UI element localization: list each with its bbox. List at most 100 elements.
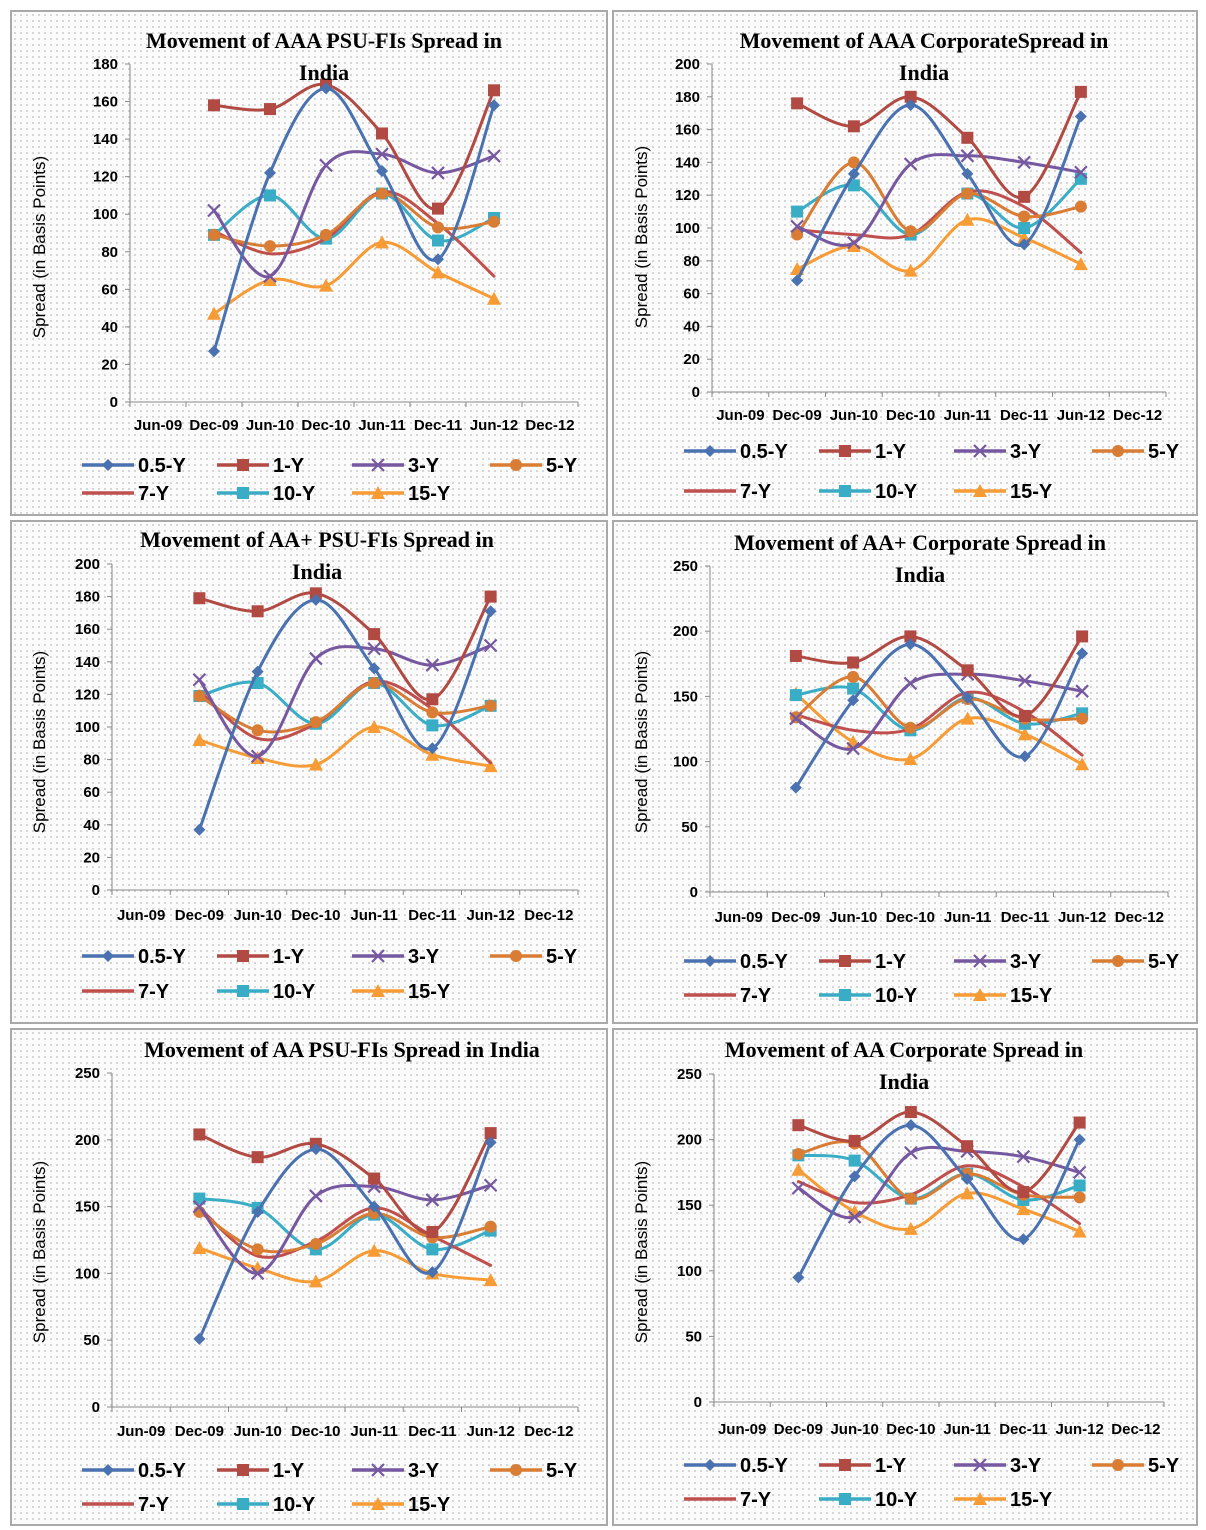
legend-item: 10-Y bbox=[217, 483, 316, 505]
data-point-marker bbox=[192, 672, 207, 687]
data-point-marker bbox=[846, 741, 860, 756]
x-tick-label: Jun-11 bbox=[358, 417, 406, 434]
data-point-marker bbox=[1018, 190, 1031, 203]
legend-marker bbox=[973, 954, 987, 968]
y-tick-label: 0 bbox=[92, 1399, 100, 1416]
x-tick-label: Dec-10 bbox=[886, 909, 935, 926]
data-point-marker bbox=[1076, 712, 1089, 725]
legend-item: 5-Y bbox=[1092, 951, 1180, 973]
legend-label: 7-Y bbox=[740, 985, 772, 1007]
legend-label: 5-Y bbox=[1148, 951, 1180, 973]
legend-label: 7-Y bbox=[138, 981, 170, 1003]
x-tick-label: Dec-10 bbox=[886, 407, 935, 424]
y-tick-label: 180 bbox=[675, 89, 700, 106]
data-point-marker bbox=[1018, 238, 1031, 251]
legend-marker bbox=[1112, 445, 1124, 457]
data-point-marker bbox=[367, 720, 382, 733]
x-tick-label: Jun-09 bbox=[117, 1423, 165, 1440]
data-point-marker bbox=[1018, 709, 1031, 722]
x-tick-label: Dec-11 bbox=[1000, 407, 1048, 424]
series-group bbox=[791, 1106, 1087, 1284]
data-point-marker bbox=[1073, 1116, 1086, 1129]
legend-item: 1-Y bbox=[217, 946, 305, 968]
legend-marker bbox=[839, 1493, 851, 1505]
data-point-marker bbox=[1072, 1224, 1087, 1238]
y-tick-label: 50 bbox=[685, 1328, 702, 1345]
legend-marker bbox=[973, 484, 987, 497]
x-tick-label: Jun-11 bbox=[350, 907, 398, 924]
data-point-marker bbox=[847, 179, 860, 192]
x-tick-label: Jun-09 bbox=[716, 407, 764, 424]
series-line bbox=[796, 1110, 1082, 1194]
data-point-marker bbox=[432, 221, 444, 234]
data-point-marker bbox=[848, 1154, 861, 1167]
data-point-marker bbox=[847, 670, 860, 683]
data-point-marker bbox=[1073, 257, 1088, 271]
data-point-marker bbox=[847, 156, 860, 169]
x-tick-label: Jun-09 bbox=[718, 1421, 766, 1438]
data-point-marker bbox=[488, 84, 500, 97]
data-point-marker bbox=[192, 1241, 207, 1255]
legend-marker bbox=[839, 485, 851, 497]
legend-label: 3-Y bbox=[1010, 1455, 1042, 1477]
data-point-marker bbox=[1017, 155, 1031, 170]
data-point-marker bbox=[1018, 750, 1031, 763]
data-point-marker bbox=[432, 202, 444, 215]
y-tick-label: 200 bbox=[673, 623, 698, 640]
data-point-marker bbox=[1074, 172, 1087, 185]
legend-item: 1-Y bbox=[819, 1455, 907, 1477]
legend-label: 0.5-Y bbox=[138, 455, 186, 477]
y-tick-label: 200 bbox=[75, 1132, 100, 1149]
data-point-marker bbox=[791, 274, 804, 287]
x-tick-label: Jun-10 bbox=[830, 407, 878, 424]
data-point-marker bbox=[432, 234, 444, 247]
legend-marker bbox=[237, 950, 249, 962]
data-point-marker bbox=[207, 306, 221, 320]
chart-title: India bbox=[895, 562, 945, 587]
legend-label: 3-Y bbox=[408, 455, 440, 477]
data-point-marker bbox=[904, 1192, 917, 1205]
series-line bbox=[212, 240, 496, 316]
x-tick-label: Jun-12 bbox=[1057, 407, 1105, 424]
data-point-marker bbox=[250, 1266, 265, 1281]
legend-label: 15-Y bbox=[1010, 1489, 1053, 1511]
data-point-marker bbox=[426, 693, 439, 706]
x-tick-label: Jun-10 bbox=[233, 1423, 281, 1440]
legend-item: 3-Y bbox=[954, 951, 1042, 973]
data-point-marker bbox=[263, 272, 277, 286]
legend-item: 5-Y bbox=[490, 1460, 578, 1482]
data-point-marker bbox=[309, 593, 322, 606]
x-tick-label: Dec-09 bbox=[175, 1423, 224, 1440]
data-point-marker bbox=[193, 823, 206, 836]
series-line bbox=[794, 690, 1084, 757]
data-point-marker bbox=[264, 166, 276, 179]
data-point-marker bbox=[193, 592, 206, 605]
legend-label: 5-Y bbox=[1148, 1455, 1180, 1477]
y-tick-label: 40 bbox=[101, 319, 118, 336]
legend-item: 10-Y bbox=[819, 481, 918, 503]
legend-item: 7-Y bbox=[684, 481, 772, 503]
y-axis-title: Spread (in Basis Points) bbox=[30, 651, 49, 833]
legend-item: 3-Y bbox=[954, 1455, 1042, 1477]
data-point-marker bbox=[208, 228, 220, 241]
data-point-marker bbox=[367, 1243, 382, 1257]
y-tick-label: 60 bbox=[101, 281, 118, 298]
data-point-marker bbox=[368, 628, 381, 641]
x-tick-label: Dec-11 bbox=[1001, 909, 1049, 926]
data-point-marker bbox=[904, 1106, 917, 1119]
legend-label: 10-Y bbox=[875, 481, 918, 503]
data-point-marker bbox=[1073, 1133, 1086, 1146]
y-tick-label: 50 bbox=[83, 1332, 100, 1349]
data-point-marker bbox=[791, 205, 804, 218]
chart-panel: 0 20 40 60 80 100 120 140 160 180 200 Jun-09 Dec-09 J… bbox=[10, 520, 608, 1024]
legend-label: 3-Y bbox=[408, 1460, 440, 1482]
data-point-marker bbox=[251, 1243, 264, 1256]
legend-label: 0.5-Y bbox=[740, 1455, 788, 1477]
y-tick-label: 40 bbox=[83, 817, 100, 834]
data-point-marker bbox=[1017, 727, 1032, 741]
data-point-marker bbox=[251, 665, 264, 678]
legend-item: 10-Y bbox=[819, 985, 918, 1007]
data-point-marker bbox=[789, 711, 803, 726]
x-tick-label: Jun-09 bbox=[134, 417, 182, 434]
legend-marker bbox=[371, 984, 385, 997]
